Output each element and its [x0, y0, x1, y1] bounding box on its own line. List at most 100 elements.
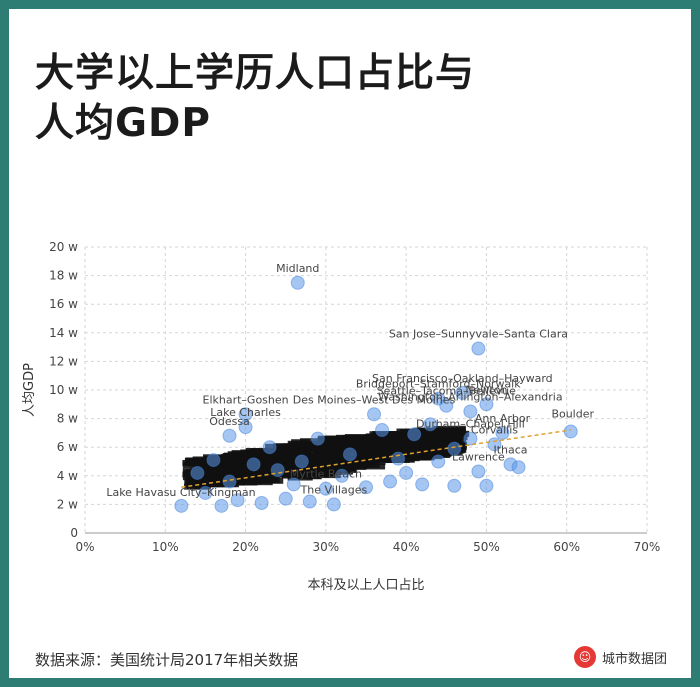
cluster-mark — [306, 444, 321, 451]
point-label: Lake Havasu City–Kingman — [106, 486, 255, 499]
y-tick-label: 20 w — [49, 240, 78, 254]
data-source: 数据来源：美国统计局2017年相关数据 — [35, 651, 299, 669]
cluster-mark — [241, 479, 257, 486]
title-line-2: 人均GDP — [35, 101, 211, 146]
data-point — [326, 497, 341, 512]
data-point — [246, 457, 261, 472]
point-label: Des Moines–West Des Moines — [293, 393, 456, 406]
cluster-mark — [347, 446, 372, 453]
y-tick-label: 14 w — [49, 326, 78, 340]
y-tick-label: 12 w — [49, 354, 78, 368]
point-label: Lake Charles — [210, 406, 281, 419]
data-point — [439, 398, 454, 413]
cluster-mark — [220, 454, 240, 461]
x-tick-label: 40% — [393, 540, 420, 554]
cluster-mark — [284, 451, 311, 458]
cluster-mark — [277, 460, 295, 467]
cluster-mark — [410, 429, 434, 436]
cluster-mark — [310, 470, 328, 477]
brand-name: 城市数据团 — [601, 651, 667, 667]
data-point — [214, 498, 229, 513]
data-point — [463, 431, 478, 446]
data-point — [367, 407, 382, 422]
scatter-chart: 0 2 w 4 w 6 w 8 w 10 w 12 w 14 w 16 w 18 w 20 w 0% 1… — [22, 240, 660, 593]
data-point — [455, 385, 470, 400]
cluster-mark — [322, 436, 352, 443]
data-point — [230, 493, 245, 508]
brand: ☺ 城市数据团 — [573, 646, 667, 668]
data-point — [479, 397, 494, 412]
cluster-mark — [230, 469, 254, 476]
x-tick-label: 20% — [232, 540, 259, 554]
cluster-mark — [314, 446, 329, 453]
cluster-mark — [381, 439, 400, 446]
cluster-mark — [297, 451, 312, 458]
cluster-mark — [409, 446, 437, 453]
cluster-mark — [438, 440, 461, 447]
point-label: Boulder — [551, 407, 594, 420]
cluster-mark — [359, 458, 386, 465]
point-label: Ithaca — [493, 443, 527, 456]
data-point — [407, 427, 422, 442]
cluster-mark — [280, 455, 310, 462]
data-point — [487, 437, 502, 452]
y-tick-label: 4 w — [57, 469, 78, 483]
cluster-mark — [321, 452, 340, 459]
data-point — [294, 454, 309, 469]
y-tick-label: 2 w — [57, 497, 78, 511]
data-points — [174, 275, 578, 513]
data-point — [174, 498, 189, 513]
y-tick-label: 18 w — [49, 269, 78, 283]
cluster-mark — [282, 443, 301, 450]
data-point — [415, 477, 430, 492]
axes: 0 2 w 4 w 6 w 8 w 10 w 12 w 14 w 16 w 18 w 20 w 0% 1… — [49, 240, 660, 554]
data-point — [238, 420, 253, 435]
title-line-1: 大学以上学历人口占比与 — [35, 51, 476, 96]
point-labels: Midland San Jose–Sunnyvale–Santa Clara San… — [106, 262, 594, 499]
data-point — [375, 423, 390, 438]
cluster-mark — [256, 477, 284, 484]
x-tick-label: 60% — [553, 540, 580, 554]
data-point — [254, 495, 269, 510]
data-point — [302, 494, 317, 509]
cluster-mark — [230, 451, 252, 458]
cluster-mark — [362, 449, 388, 456]
data-point — [431, 454, 446, 469]
cluster-mark — [386, 445, 416, 452]
cluster-mark — [349, 438, 370, 445]
cluster-mark — [193, 460, 220, 467]
data-point — [423, 417, 438, 432]
data-point — [318, 481, 333, 496]
point-label: Bridgeport–Stamford–Norwalk — [356, 378, 521, 391]
data-point — [190, 465, 205, 480]
point-label: Ann Arbor — [475, 412, 531, 425]
data-point — [511, 460, 526, 475]
cluster-mark — [328, 457, 349, 464]
point-label: Lawrence — [452, 451, 505, 464]
data-point — [383, 474, 398, 489]
data-point — [479, 478, 494, 493]
trendline — [181, 429, 571, 488]
cluster-mark — [302, 455, 332, 462]
point-label: Corvallis — [471, 423, 518, 436]
cluster-mark — [322, 463, 350, 470]
point-label: Midland — [276, 262, 319, 275]
data-point — [286, 477, 301, 492]
data-point — [563, 424, 578, 439]
x-tick-label: 70% — [634, 540, 661, 554]
data-point — [342, 447, 357, 462]
cluster-mark — [189, 477, 208, 484]
y-tick-label: 10 w — [49, 383, 78, 397]
cluster-mark — [192, 472, 220, 479]
point-label: Elkhart–Goshen — [203, 393, 289, 406]
data-point — [471, 341, 486, 356]
cluster-mark — [367, 452, 388, 459]
point-label: Seattle–Tacoma–Bellevue — [377, 385, 516, 398]
cluster-mark — [283, 468, 310, 475]
data-point — [278, 491, 293, 506]
y-tick-label: 6 w — [57, 440, 78, 454]
cluster-mark — [444, 425, 466, 432]
point-label: San Francisco–Oakland–Hayward — [372, 372, 553, 385]
cluster-mark — [409, 453, 426, 460]
x-tick-label: 50% — [473, 540, 500, 554]
